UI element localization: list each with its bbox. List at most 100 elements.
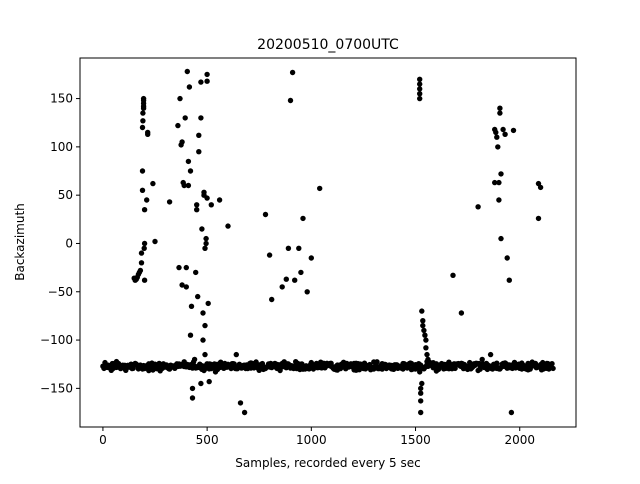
data-point (269, 296, 275, 303)
data-point (202, 245, 208, 251)
data-point-baseline (549, 361, 555, 367)
data-point (144, 197, 150, 203)
data-point (216, 197, 223, 203)
data-point (188, 303, 195, 309)
data-point (517, 361, 523, 367)
data-point (417, 95, 423, 102)
data-point (184, 68, 190, 75)
data-point (183, 284, 189, 290)
data-point (141, 240, 148, 247)
y-axis-label: Backazimuth (13, 203, 27, 281)
y-tick-label: 50 (58, 188, 73, 202)
data-point (212, 369, 219, 375)
data-point (433, 368, 440, 374)
y-tick-label: 0 (65, 236, 73, 250)
data-point-baseline (477, 366, 483, 372)
data-point (141, 277, 148, 283)
y-tick-label: 150 (50, 92, 73, 106)
y-tick-label: −150 (40, 381, 73, 395)
data-point (181, 182, 187, 189)
data-point (421, 327, 427, 334)
data-point-baseline (467, 359, 473, 366)
data-point (176, 264, 182, 271)
data-point (417, 81, 423, 87)
data-point (317, 185, 323, 192)
data-point (417, 86, 423, 92)
data-point (296, 245, 302, 251)
data-point (189, 385, 196, 392)
data-point (308, 255, 314, 261)
data-point (271, 361, 277, 367)
data-point (186, 84, 193, 90)
data-point (225, 223, 231, 229)
data-point (502, 131, 508, 137)
data-point (422, 332, 428, 338)
data-point (423, 337, 429, 343)
data-point (150, 180, 156, 187)
x-tick-label: 500 (196, 433, 219, 447)
data-point (241, 409, 248, 416)
x-tick-label: 1000 (296, 433, 327, 447)
data-point (289, 69, 296, 76)
plot-area-frame (79, 57, 577, 428)
data-point (450, 272, 456, 278)
data-point (166, 199, 173, 205)
data-point (182, 115, 188, 121)
data-point (185, 182, 192, 189)
data-point (287, 97, 294, 104)
data-point (138, 260, 145, 266)
data-point-baseline (494, 360, 500, 366)
x-tick-label: 1500 (400, 433, 431, 447)
x-axis-label: Samples, recorded every 5 sec (235, 456, 420, 470)
data-point (492, 179, 498, 186)
data-point (140, 110, 146, 116)
data-point (400, 366, 406, 372)
data-point (412, 366, 419, 372)
data-point (420, 318, 426, 324)
data-point (300, 215, 306, 222)
data-point (195, 293, 201, 300)
data-point (208, 202, 214, 208)
data-point (196, 149, 202, 155)
data-point (199, 366, 205, 372)
data-point (418, 385, 424, 392)
data-points-layer (100, 68, 556, 416)
data-point (423, 345, 429, 351)
chart-title: 20200510_0700UTC (257, 37, 399, 53)
data-point (141, 245, 147, 251)
x-tick-label: 0 (99, 433, 107, 447)
data-point (175, 122, 181, 129)
data-point (285, 245, 292, 251)
data-point (189, 395, 196, 401)
data-point (487, 351, 494, 358)
data-point-baseline (356, 367, 362, 373)
data-point (187, 332, 194, 338)
data-point (419, 380, 425, 387)
data-point (496, 197, 502, 203)
data-point (508, 409, 515, 416)
data-point (408, 361, 415, 367)
data-point (292, 277, 298, 283)
data-point (140, 95, 147, 102)
data-point (204, 195, 210, 201)
data-point (258, 361, 264, 367)
data-point (498, 235, 504, 242)
data-point (137, 267, 144, 274)
data-point (198, 115, 204, 121)
data-point (266, 252, 273, 258)
data-point (204, 78, 210, 84)
data-point (535, 215, 542, 222)
data-point (185, 158, 192, 165)
data-point (496, 179, 502, 186)
data-point (495, 144, 501, 150)
data-point (233, 351, 239, 358)
data-point (279, 284, 285, 290)
axes-layer: 0 500 1000 1500 2000 −150 −100 −50 0 50 100 150 (40, 92, 535, 447)
data-point-baseline (550, 365, 556, 372)
y-tick-label: −100 (40, 333, 73, 347)
y-tick-label: −50 (48, 285, 73, 299)
y-tick-label: 100 (50, 140, 73, 154)
data-point (417, 369, 423, 375)
